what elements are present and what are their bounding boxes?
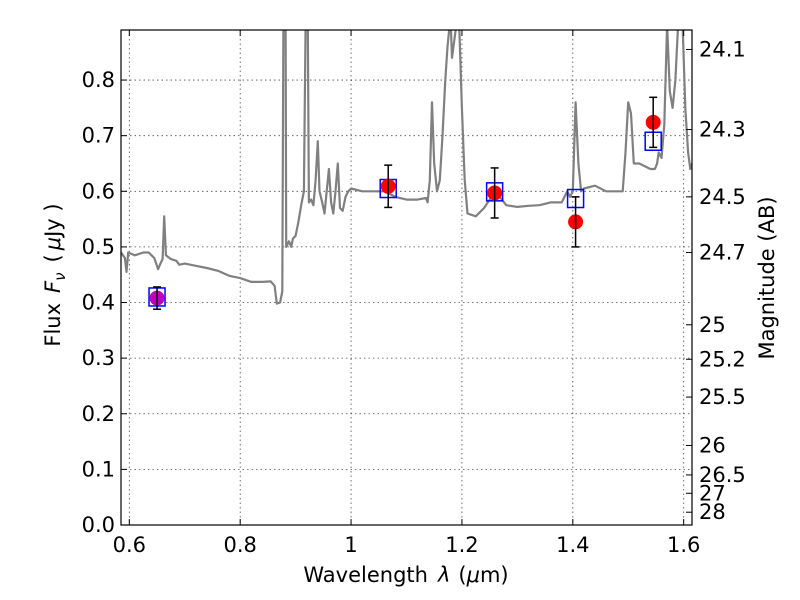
y-tick-label: 0.8 (82, 68, 115, 92)
x-tick-label: 0.8 (223, 533, 256, 557)
y-tick-label: 0.7 (82, 124, 115, 148)
y2-tick-label: 28 (699, 500, 726, 524)
y2-tick-label: 24.1 (699, 37, 746, 61)
ticks-layer: 0.6 0.8 1 1.2 1.4 1.6 0.0 0.1 0.2 0.3 0.4 0.5 0.6 0.7… (82, 30, 746, 557)
x-tick-label: 1.6 (667, 533, 700, 557)
x-axis-label: Wavelength λ (μm) (303, 563, 508, 587)
y2-tick-label: 25.2 (699, 347, 746, 371)
y2-tick-label: 24.3 (699, 118, 746, 142)
y-tick-label: 0.1 (82, 457, 115, 481)
y2-tick-label: 24.5 (699, 185, 746, 209)
plot-layer (121, 30, 692, 310)
y-tick-label: 0.5 (82, 235, 115, 259)
x-tick-label: 1.4 (556, 533, 589, 557)
y2-tick-label: 24.7 (699, 240, 746, 264)
plot-frame (120, 29, 693, 526)
y-tick-label: 0.2 (82, 402, 115, 426)
x-tick-label: 1.2 (445, 533, 478, 557)
y2-axis-label: Magnitude (AB) (755, 196, 779, 359)
y2-tick-label: 26.5 (699, 463, 746, 487)
y-tick-label: 0.0 (82, 513, 115, 537)
x-tick-label: 1 (344, 533, 357, 557)
y-tick-label: 0.3 (82, 346, 115, 370)
y2-tick-label: 26 (699, 433, 726, 457)
labels-layer: Wavelength λ (μm) FluxFν(μJy ) Magnitude (… (41, 196, 779, 587)
x-tick-label: 0.6 (113, 533, 146, 557)
y-axis-label: FluxFν(μJy ) (41, 203, 69, 346)
y2-tick-label: 25 (699, 313, 726, 337)
y2-tick-label: 27 (699, 481, 726, 505)
spectrum-line (121, 30, 692, 305)
y2-tick-label: 25.5 (699, 385, 746, 409)
y-tick-label: 0.6 (82, 179, 115, 203)
grid-layer (121, 30, 692, 526)
y-tick-label: 0.4 (82, 291, 115, 315)
